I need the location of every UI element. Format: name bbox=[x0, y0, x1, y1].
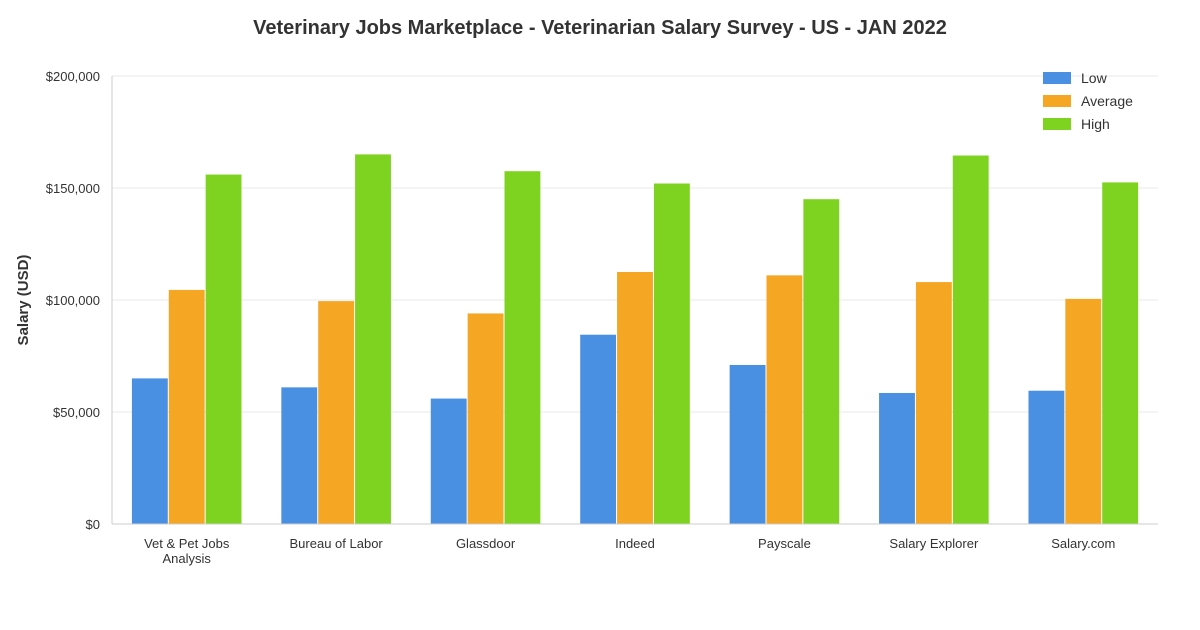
bar-high[interactable] bbox=[355, 154, 391, 524]
bars bbox=[131, 154, 1139, 524]
y-tick-label: $50,000 bbox=[53, 405, 100, 420]
y-tick-label: $200,000 bbox=[46, 69, 100, 84]
bar-high[interactable] bbox=[504, 171, 541, 524]
x-tick-label: Bureau of Labor bbox=[290, 536, 384, 551]
bar-high[interactable] bbox=[205, 174, 242, 524]
x-tick-label: Indeed bbox=[615, 536, 655, 551]
legend: Low Average High bbox=[1043, 70, 1133, 132]
axes: $0 $50,000 $100,000 $150,000 $200,000 Vet & P… bbox=[46, 69, 1158, 566]
chart-title: Veterinary Jobs Marketplace - Veterinari… bbox=[253, 17, 947, 39]
x-tick-label: Analysis bbox=[163, 551, 212, 566]
bar-low[interactable] bbox=[580, 334, 617, 524]
bar-average[interactable] bbox=[617, 272, 653, 524]
bar-low[interactable] bbox=[430, 398, 467, 524]
y-tick-label: $0 bbox=[86, 517, 100, 532]
bar-average[interactable] bbox=[467, 313, 504, 524]
bar-high[interactable] bbox=[1102, 182, 1139, 524]
legend-swatch-low bbox=[1043, 72, 1071, 84]
legend-label-high[interactable]: High bbox=[1081, 116, 1110, 132]
bar-high[interactable] bbox=[803, 199, 840, 524]
legend-label-average[interactable]: Average bbox=[1081, 93, 1133, 109]
legend-swatch-average bbox=[1043, 95, 1071, 107]
bar-low[interactable] bbox=[281, 387, 318, 524]
bar-high[interactable] bbox=[952, 155, 989, 524]
legend-swatch-high bbox=[1043, 118, 1071, 130]
x-tick-label: Vet & Pet Jobs bbox=[144, 536, 230, 551]
bar-low[interactable] bbox=[131, 378, 168, 524]
y-tick-label: $150,000 bbox=[46, 181, 100, 196]
bar-low[interactable] bbox=[1028, 390, 1065, 524]
x-tick-label: Glassdoor bbox=[456, 536, 516, 551]
bar-low[interactable] bbox=[879, 392, 915, 524]
x-tick-label: Salary.com bbox=[1051, 536, 1115, 551]
legend-label-low[interactable]: Low bbox=[1081, 70, 1108, 86]
x-tick-label: Salary Explorer bbox=[889, 536, 979, 551]
y-axis-label: Salary (USD) bbox=[15, 255, 32, 346]
x-tick-label: Payscale bbox=[758, 536, 811, 551]
bar-average[interactable] bbox=[1065, 298, 1102, 524]
bar-average[interactable] bbox=[168, 289, 205, 524]
y-tick-label: $100,000 bbox=[46, 293, 100, 308]
bar-low[interactable] bbox=[729, 364, 766, 524]
bar-average[interactable] bbox=[318, 301, 355, 524]
bar-high[interactable] bbox=[653, 183, 690, 524]
bar-average[interactable] bbox=[766, 275, 803, 524]
bar-average[interactable] bbox=[915, 282, 952, 524]
